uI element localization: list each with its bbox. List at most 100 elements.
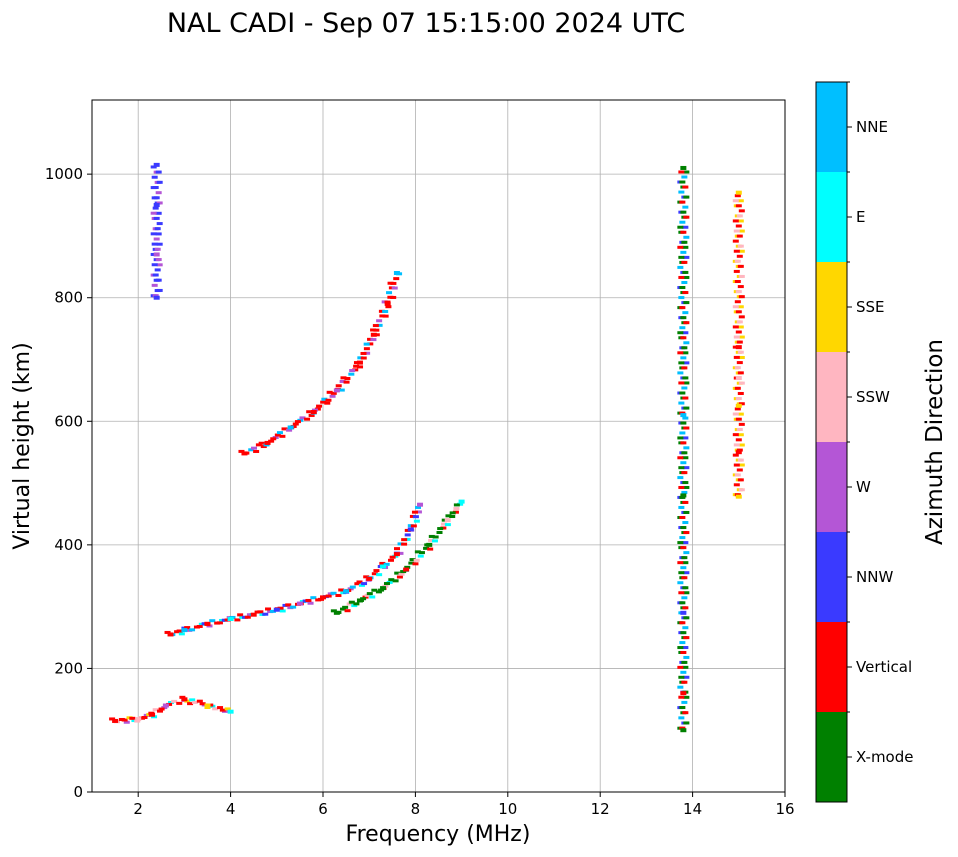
echo-point — [112, 718, 119, 723]
echo-mark — [737, 285, 744, 289]
colorbar-swatch — [816, 262, 847, 352]
echo-mark — [457, 502, 464, 506]
echo-mark — [219, 708, 226, 712]
echo-mark — [680, 356, 687, 360]
chart-title: NAL CADI - Sep 07 15:15:00 2024 UTC — [167, 8, 685, 39]
echo-mark — [396, 575, 403, 579]
echo-mark — [738, 229, 745, 233]
echo-mark — [362, 595, 369, 599]
echo-mark — [155, 191, 162, 195]
echo-mark — [389, 555, 396, 559]
echo-mark — [735, 438, 742, 442]
echo-mark — [733, 443, 740, 447]
echo-mark — [737, 244, 744, 248]
echo-mark — [383, 582, 390, 586]
echo-mark — [382, 314, 389, 318]
echo-mark — [737, 350, 744, 354]
echo-mark — [412, 562, 419, 566]
echo-mark — [682, 416, 689, 420]
echo-mark — [677, 436, 684, 440]
echo-mark — [366, 592, 373, 596]
echo-mark — [682, 311, 689, 315]
echo-mark — [683, 721, 690, 725]
echo-mark — [681, 280, 688, 284]
echo-mark — [678, 296, 685, 300]
echo-mark — [680, 441, 687, 445]
echo-mark — [409, 558, 416, 562]
echo-mark — [736, 468, 743, 472]
echo-mark — [370, 338, 377, 342]
echo-mark — [156, 288, 163, 292]
echo-mark — [408, 561, 415, 565]
echo-mark — [680, 566, 687, 570]
echo-mark — [316, 404, 323, 408]
colorbar-swatch — [816, 352, 847, 442]
echo-mark — [682, 626, 689, 630]
echo-mark — [321, 397, 328, 401]
echo-mark — [353, 364, 360, 368]
echo-mark — [683, 551, 690, 555]
echo-mark — [734, 194, 741, 198]
echo-mark — [281, 427, 288, 431]
echo-point — [366, 576, 373, 581]
echo-marks — [109, 162, 745, 733]
echo-mark — [410, 524, 417, 528]
echo-point — [680, 413, 687, 418]
echo-mark — [682, 711, 689, 715]
echo-mark — [679, 641, 686, 645]
echo-mark — [428, 534, 435, 538]
echo-mark — [681, 660, 688, 664]
x-tick-label: 8 — [411, 800, 421, 818]
echo-mark — [681, 240, 688, 244]
echo-mark — [683, 675, 690, 679]
echo-mark — [681, 451, 688, 455]
echo-mark — [191, 700, 198, 704]
echo-mark — [682, 396, 689, 400]
echo-mark — [343, 380, 350, 384]
echo-mark — [678, 361, 685, 365]
echo-point — [680, 493, 687, 498]
echo-mark — [354, 582, 361, 586]
echo-mark — [397, 542, 404, 546]
echo-mark — [679, 306, 686, 310]
echo-mark — [677, 665, 684, 669]
echo-mark — [269, 609, 276, 613]
echo-mark — [152, 206, 159, 210]
echo-mark — [682, 456, 689, 460]
echo-mark — [290, 605, 297, 609]
echo-mark — [401, 538, 408, 542]
echo-mark — [738, 381, 745, 385]
echo-point — [735, 345, 742, 350]
echo-mark — [176, 629, 183, 633]
echo-mark — [390, 281, 397, 285]
x-tick-label: 10 — [498, 800, 517, 818]
echo-mark — [735, 290, 742, 294]
echo-mark — [344, 376, 351, 380]
echo-mark — [679, 706, 686, 709]
echo-mark — [678, 675, 685, 679]
echo-mark — [387, 558, 394, 562]
echo-point — [384, 301, 391, 306]
echo-mark — [378, 309, 385, 313]
echo-mark — [683, 406, 690, 410]
echo-mark — [326, 390, 333, 394]
colorbar-swatch — [816, 712, 847, 802]
echo-mark — [151, 175, 158, 179]
echo-mark — [678, 255, 685, 259]
echo-mark — [732, 219, 739, 223]
echo-mark — [735, 330, 742, 334]
echo-mark — [681, 680, 688, 684]
echo-mark — [432, 535, 439, 539]
echo-mark — [733, 355, 740, 359]
echo-mark — [393, 277, 400, 281]
echo-mark — [678, 486, 685, 490]
echo-mark — [364, 351, 371, 355]
echo-mark — [680, 631, 687, 635]
echo-point — [227, 617, 234, 621]
echo-mark — [385, 305, 392, 309]
echo-mark — [129, 716, 136, 720]
echo-mark — [449, 515, 456, 519]
echo-mark — [376, 323, 383, 327]
echo-mark — [348, 372, 355, 376]
echo-mark — [681, 556, 688, 560]
